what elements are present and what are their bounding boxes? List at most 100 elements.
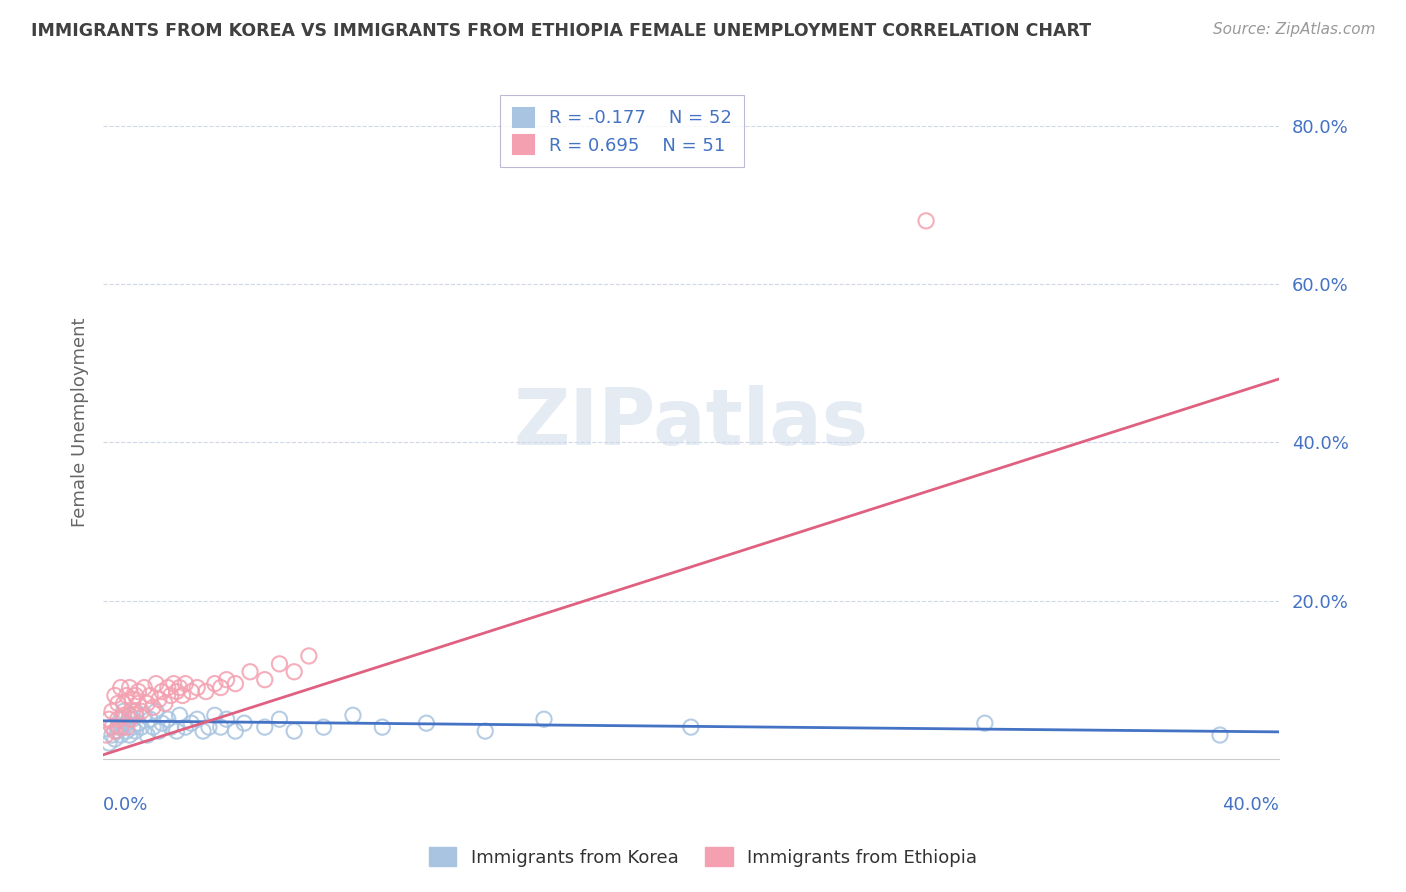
Point xyxy=(209,720,232,734)
Point xyxy=(283,665,305,679)
Point xyxy=(156,712,179,726)
Text: Source: ZipAtlas.com: Source: ZipAtlas.com xyxy=(1212,22,1375,37)
Point xyxy=(98,736,121,750)
Point xyxy=(127,684,149,698)
Point xyxy=(215,673,238,687)
Point xyxy=(136,697,159,711)
Point xyxy=(124,689,146,703)
Legend: R = -0.177    N = 52, R = 0.695    N = 51: R = -0.177 N = 52, R = 0.695 N = 51 xyxy=(501,95,744,168)
Point xyxy=(136,728,159,742)
Point xyxy=(101,728,124,742)
Point xyxy=(107,697,129,711)
Point xyxy=(166,684,188,698)
Point xyxy=(150,716,173,731)
Point xyxy=(148,692,170,706)
Point xyxy=(342,708,364,723)
Point xyxy=(415,716,437,731)
Point xyxy=(115,689,138,703)
Point xyxy=(134,681,156,695)
Legend: Immigrants from Korea, Immigrants from Ethiopia: Immigrants from Korea, Immigrants from E… xyxy=(422,840,984,874)
Point xyxy=(174,720,197,734)
Point xyxy=(915,214,938,228)
Point xyxy=(124,704,146,718)
Point xyxy=(107,712,129,726)
Point xyxy=(121,720,143,734)
Text: 0.0%: 0.0% xyxy=(103,796,149,814)
Point xyxy=(204,676,226,690)
Point xyxy=(233,716,256,731)
Text: 40.0%: 40.0% xyxy=(1222,796,1278,814)
Point xyxy=(139,712,162,726)
Point xyxy=(973,716,995,731)
Point xyxy=(110,720,132,734)
Point xyxy=(169,681,191,695)
Point xyxy=(215,712,238,726)
Point xyxy=(142,720,165,734)
Point xyxy=(112,708,135,723)
Point xyxy=(110,712,132,726)
Point xyxy=(118,708,141,723)
Point xyxy=(204,708,226,723)
Point xyxy=(127,716,149,731)
Point xyxy=(107,720,129,734)
Point xyxy=(186,681,208,695)
Point xyxy=(142,700,165,714)
Point xyxy=(269,712,291,726)
Point xyxy=(112,720,135,734)
Point xyxy=(101,720,124,734)
Point xyxy=(169,708,191,723)
Point xyxy=(107,724,129,739)
Point xyxy=(104,731,127,746)
Point xyxy=(104,689,127,703)
Point xyxy=(118,712,141,726)
Point xyxy=(121,712,143,726)
Text: IMMIGRANTS FROM KOREA VS IMMIGRANTS FROM ETHIOPIA FEMALE UNEMPLOYMENT CORRELATIO: IMMIGRANTS FROM KOREA VS IMMIGRANTS FROM… xyxy=(31,22,1091,40)
Point xyxy=(110,681,132,695)
Point xyxy=(166,724,188,739)
Point xyxy=(679,720,702,734)
Point xyxy=(253,720,276,734)
Point xyxy=(115,720,138,734)
Point xyxy=(110,728,132,742)
Point xyxy=(145,676,167,690)
Point xyxy=(283,724,305,739)
Point xyxy=(124,708,146,723)
Point xyxy=(174,676,197,690)
Point xyxy=(139,689,162,703)
Point xyxy=(150,684,173,698)
Point xyxy=(195,684,218,698)
Point xyxy=(163,676,186,690)
Point xyxy=(104,724,127,739)
Point xyxy=(115,724,138,739)
Point xyxy=(156,681,179,695)
Point xyxy=(127,697,149,711)
Point xyxy=(118,681,141,695)
Point xyxy=(224,676,246,690)
Point xyxy=(474,724,496,739)
Point xyxy=(112,697,135,711)
Point xyxy=(112,704,135,718)
Point xyxy=(159,689,181,703)
Point xyxy=(186,712,208,726)
Point xyxy=(191,724,214,739)
Y-axis label: Female Unemployment: Female Unemployment xyxy=(72,318,89,527)
Point xyxy=(145,704,167,718)
Point xyxy=(1209,728,1232,742)
Point xyxy=(153,697,176,711)
Point xyxy=(172,689,194,703)
Point xyxy=(159,720,181,734)
Point xyxy=(253,673,276,687)
Point xyxy=(124,724,146,739)
Point xyxy=(131,704,153,718)
Point xyxy=(533,712,555,726)
Point xyxy=(98,712,121,726)
Point xyxy=(101,704,124,718)
Point xyxy=(121,704,143,718)
Point xyxy=(180,716,202,731)
Point xyxy=(131,720,153,734)
Point xyxy=(94,728,117,742)
Point xyxy=(198,720,221,734)
Point xyxy=(118,728,141,742)
Point xyxy=(269,657,291,671)
Point xyxy=(209,681,232,695)
